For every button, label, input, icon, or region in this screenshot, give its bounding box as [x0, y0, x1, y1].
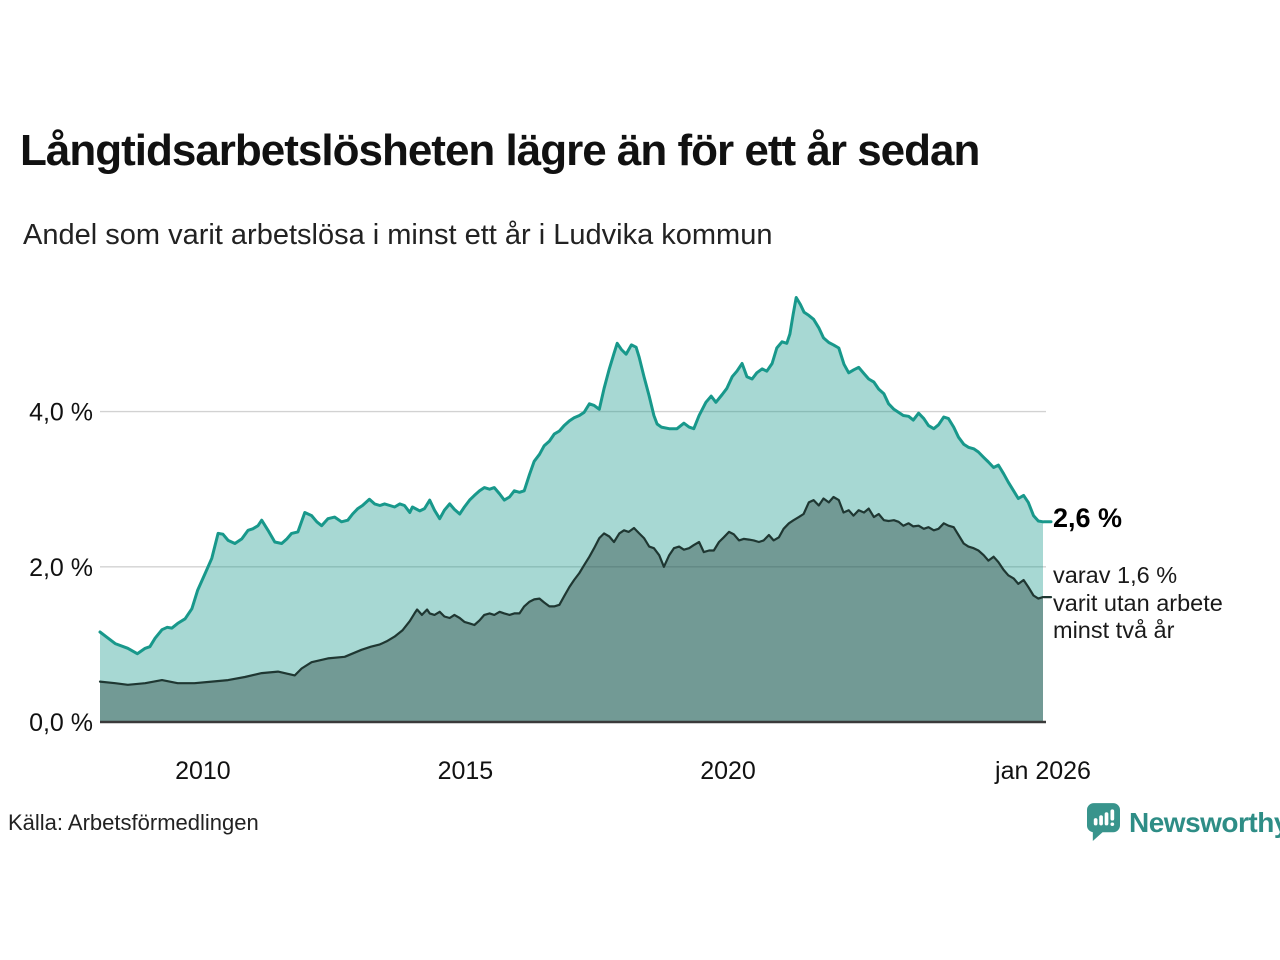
y-axis-tick-label: 0,0 % [29, 709, 93, 737]
y-axis-tick-label: 2,0 % [29, 554, 93, 582]
x-axis-tick-label: 2020 [700, 757, 756, 785]
newsworthy-icon [1087, 803, 1120, 841]
logo-exclamation-dot [1110, 822, 1115, 826]
page-title: Långtidsarbetslösheten lägre än för ett … [20, 126, 980, 175]
x-axis-tick-label: 2010 [175, 757, 231, 785]
logo-bubble [1087, 803, 1120, 841]
newsworthy-logo: Newsworthy [1087, 803, 1280, 842]
line-minst-ett-ar [98, 296, 1045, 656]
y-axis-tick-label: 4,0 % [29, 399, 93, 427]
x-axis-tick-label: jan 2026 [994, 757, 1091, 785]
newsworthy-wordmark: Newsworthy [1129, 806, 1280, 838]
latest-total-value: 2,6 % [1053, 503, 1123, 533]
breakdown-line: varav 1,6 % [1053, 562, 1178, 588]
logo-bar [1104, 812, 1109, 826]
x-axis-tick-label: 2015 [438, 757, 494, 785]
breakdown-line: varit utan arbete [1053, 589, 1223, 616]
area-minst-tva-ar [100, 497, 1043, 722]
logo-bar [1093, 818, 1098, 826]
line-minst-tva-ar [98, 495, 1045, 686]
breakdown-line: minst två år [1053, 617, 1175, 643]
source-label: Källa: Arbetsförmedlingen [8, 810, 259, 835]
logo-exclamation [1110, 809, 1115, 821]
area-minst-ett-ar [100, 297, 1043, 722]
logo-bar [1099, 815, 1103, 826]
page-subtitle: Andel som varit arbetslösa i minst ett å… [23, 219, 773, 251]
latest-breakdown-annotation: varav 1,6 % varit utan arbete minst två … [1053, 562, 1273, 645]
